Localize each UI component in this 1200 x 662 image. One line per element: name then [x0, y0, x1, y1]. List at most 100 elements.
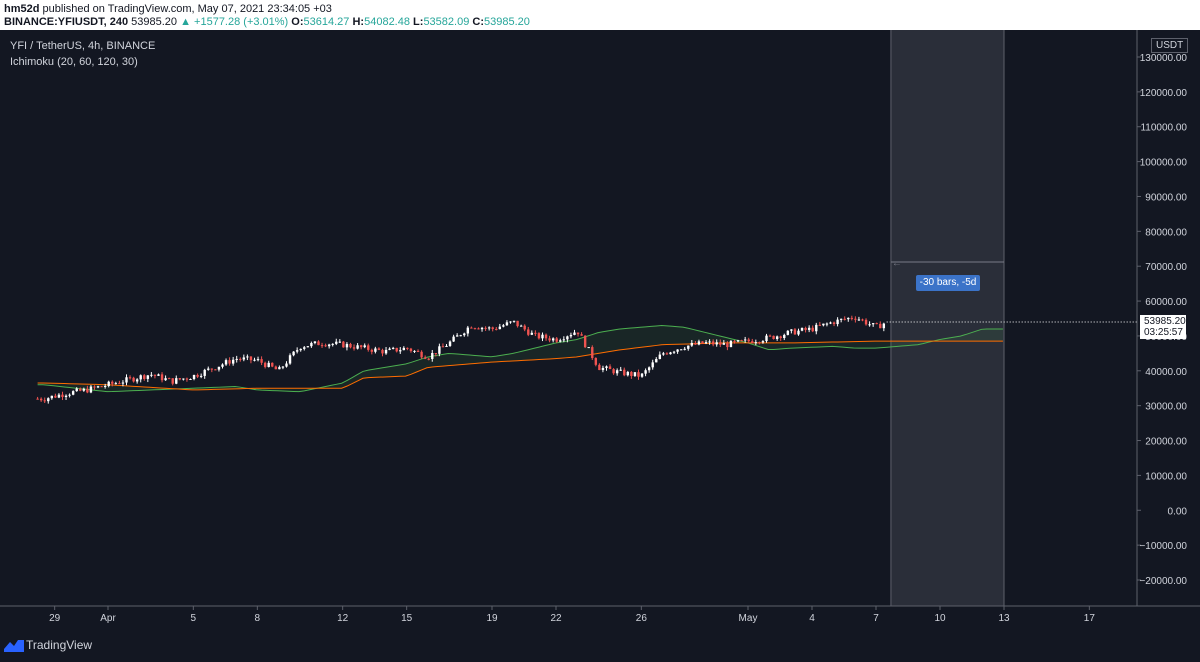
- low-value: 53582.09: [423, 16, 470, 28]
- candle-body: [623, 369, 626, 376]
- candle-body: [317, 341, 320, 346]
- candle-body: [537, 333, 541, 339]
- candle-body: [455, 335, 459, 337]
- chart-area[interactable]: ← 130000.00 120000.00 110000.00 100000.00 900…: [0, 30, 1200, 657]
- candle-body: [815, 324, 818, 332]
- candle-body: [125, 377, 128, 383]
- ichimoku-cloud: [37, 325, 1003, 392]
- publication-header: hm52d published on TradingView.com, May …: [0, 0, 1200, 30]
- candle-body: [306, 346, 310, 348]
- candle-body: [363, 345, 366, 348]
- y-axis-tick-label: 60000.00: [1145, 297, 1187, 308]
- candle-body: [822, 323, 825, 326]
- candle-body: [747, 339, 750, 342]
- y-axis-tick-label: −20000.00: [1139, 576, 1187, 587]
- candle-body: [68, 394, 71, 396]
- candle-body: [459, 335, 462, 337]
- candle-body: [331, 343, 334, 345]
- candle-body: [345, 343, 349, 348]
- x-axis-tick-label: 26: [636, 613, 648, 624]
- indicator-title[interactable]: Ichimoku (20, 60, 120, 30): [10, 56, 138, 68]
- candle-body: [658, 354, 662, 359]
- candle-body: [203, 369, 206, 376]
- candle-body: [736, 340, 740, 342]
- candle-body: [754, 342, 758, 344]
- bar-countdown: 03:25:57: [1144, 327, 1183, 338]
- publisher-name[interactable]: hm52d: [4, 3, 40, 15]
- candle-body: [477, 328, 480, 330]
- y-axis-tick-label: 130000.00: [1140, 53, 1188, 64]
- close-value: 53985.20: [484, 16, 530, 28]
- candle-body: [374, 348, 377, 352]
- candle-body: [534, 332, 537, 334]
- candle-body: [875, 323, 878, 325]
- candle-body: [409, 348, 413, 352]
- candle-body: [470, 327, 473, 329]
- candle-body: [111, 381, 114, 384]
- candle-body: [711, 341, 715, 345]
- candle-body: [601, 367, 605, 371]
- footer-brand[interactable]: TradingView: [26, 638, 93, 652]
- candle-body: [850, 317, 854, 319]
- candle-body: [683, 348, 686, 350]
- candle-body: [242, 357, 246, 360]
- candle-body: [185, 378, 189, 380]
- published-text: published on TradingView.com, May 07, 20…: [42, 3, 332, 15]
- candle-body: [303, 347, 306, 349]
- candle-body: [836, 319, 839, 325]
- currency-unit-badge[interactable]: USDT: [1151, 38, 1189, 53]
- candle-body: [640, 373, 644, 377]
- candle-body: [843, 318, 846, 320]
- x-axis-tick-label: 13: [998, 613, 1010, 624]
- x-axis-tick-label: 8: [255, 613, 261, 624]
- candle-body: [484, 327, 487, 329]
- candle-body: [57, 394, 61, 398]
- candle-body: [135, 379, 139, 382]
- candle-body: [50, 395, 54, 399]
- candle-body: [491, 327, 494, 329]
- candle-body: [384, 349, 388, 354]
- candle-body: [530, 332, 534, 335]
- candle-body: [342, 341, 345, 348]
- candle-body: [715, 342, 718, 345]
- candle-body: [118, 383, 121, 385]
- last-price: 53985.20: [131, 16, 178, 28]
- pair-title[interactable]: YFI / TetherUS, 4h, BINANCE: [10, 40, 156, 52]
- candle-body: [103, 385, 107, 387]
- candle-body: [413, 350, 416, 352]
- y-axis-tick-label: 120000.00: [1140, 88, 1188, 99]
- candle-body: [615, 370, 619, 374]
- candle-body: [299, 348, 302, 351]
- candle-body: [694, 342, 697, 345]
- candle-body: [71, 391, 75, 395]
- current-price-value: 53985.20: [1144, 316, 1186, 327]
- candle-body: [509, 321, 512, 323]
- candle-body: [285, 363, 288, 367]
- high-label: H:: [352, 16, 365, 28]
- y-axis-tick-label: −10000.00: [1139, 541, 1187, 552]
- candle-body: [210, 368, 214, 370]
- candle-body: [751, 341, 754, 344]
- candle-body: [523, 325, 526, 330]
- candle-body: [54, 395, 57, 398]
- y-axis-tick-label: 90000.00: [1145, 192, 1187, 203]
- candle-body: [786, 330, 790, 335]
- candle-body: [598, 364, 601, 371]
- x-axis-tick-label: 15: [401, 613, 413, 624]
- candle-body: [864, 319, 868, 325]
- candle-body: [473, 328, 477, 330]
- candle-body: [879, 323, 882, 329]
- candle-body: [207, 368, 210, 370]
- candle-body: [594, 358, 598, 365]
- senkou-span-b-line: [37, 340, 1003, 391]
- candle-body: [263, 362, 267, 367]
- candle-body: [402, 347, 406, 351]
- candle-body: [672, 351, 676, 353]
- candle-body: [839, 318, 843, 320]
- chart-canvas[interactable]: ← 130000.00 120000.00 110000.00 100000.00 900…: [0, 30, 1200, 657]
- candle-body: [647, 367, 651, 371]
- candle-body: [146, 375, 150, 379]
- candle-body: [576, 332, 580, 335]
- x-axis-tick-label: 12: [337, 613, 349, 624]
- candle-body: [182, 378, 185, 380]
